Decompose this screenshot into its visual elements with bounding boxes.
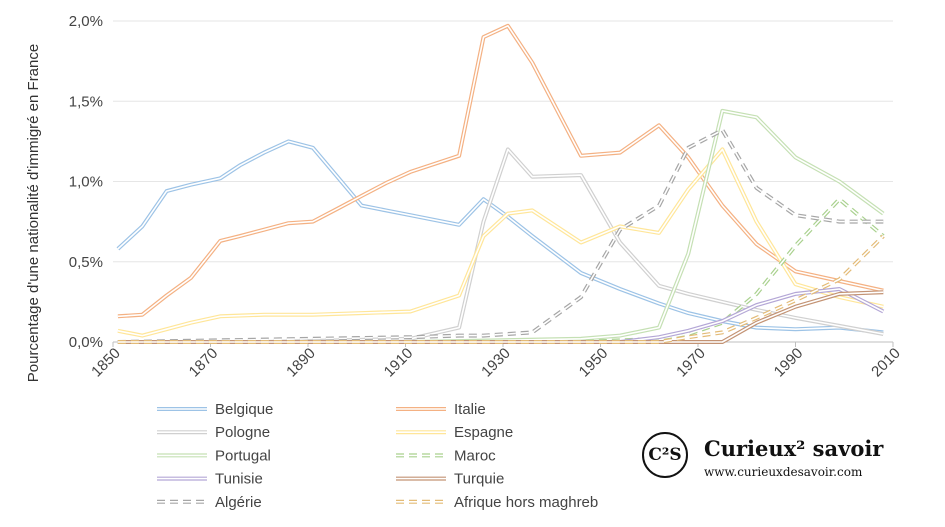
series-line-inner xyxy=(117,24,884,318)
logo-url: www.curieuxdesavoir.com xyxy=(704,465,863,479)
series-line-inner xyxy=(117,140,884,334)
x-tick-label: 1950 xyxy=(576,345,612,381)
legend-label: Afrique hors maghreb xyxy=(454,494,598,511)
series-alg-rie xyxy=(117,128,884,344)
series-line-outer xyxy=(117,147,884,338)
series-line-inner xyxy=(117,148,884,337)
x-tick-label: 1930 xyxy=(478,345,514,381)
grid-lines xyxy=(113,20,893,263)
logo-title: Curieux² savoir xyxy=(704,436,884,461)
y-tick-label: 0,5% xyxy=(69,254,103,271)
legend-label: Turquie xyxy=(454,471,504,488)
legend-label: Espagne xyxy=(454,424,513,441)
brand-logo: C²S Curieux² savoir www.curieuxdesavoir.… xyxy=(642,432,912,484)
series-line-inner xyxy=(117,291,884,343)
y-tick-label: 0,0% xyxy=(69,334,103,351)
legend-item: Italie xyxy=(396,401,486,418)
legend-label: Algérie xyxy=(215,494,262,511)
x-tick-label: 1870 xyxy=(186,345,222,381)
legend-item: Portugal xyxy=(157,447,271,464)
y-axis-label: Pourcentage d'une nationalité d'immigré … xyxy=(25,44,42,382)
x-tick-label: 2010 xyxy=(868,345,904,381)
series-espagne xyxy=(117,147,884,338)
legend-item: Espagne xyxy=(396,424,513,441)
legend-label: Portugal xyxy=(215,447,271,464)
legend-label: Tunisie xyxy=(215,471,263,488)
legend-label: Pologne xyxy=(215,424,270,441)
series-turquie xyxy=(117,290,884,344)
legend-label: Italie xyxy=(454,401,486,418)
series-line-outer xyxy=(117,108,885,344)
series-portugal xyxy=(117,108,885,344)
legend-item: Belgique xyxy=(157,401,273,418)
series-italie xyxy=(117,23,884,319)
series-line-inner xyxy=(117,129,884,343)
series-line-inner xyxy=(117,110,884,343)
tick-labels: 0,0%0,5%1,0%1,5%2,0%1850 1870 1890 1910 1930… xyxy=(69,13,904,380)
series-line-inner xyxy=(117,235,884,343)
x-tick-label: 1990 xyxy=(771,345,807,381)
legend-item: Afrique hors maghreb xyxy=(396,494,598,511)
legend-item: Algérie xyxy=(157,494,262,511)
legend-label: Maroc xyxy=(454,447,496,464)
x-tick-label: 1890 xyxy=(283,345,319,381)
legend-item: Tunisie xyxy=(157,471,263,488)
legend: Belgique Italie Pologne Espagne Portugal Maro… xyxy=(157,401,598,511)
y-tick-label: 1,0% xyxy=(69,174,103,191)
series-belgique xyxy=(116,139,884,335)
series-lines xyxy=(116,23,885,344)
x-tick-label: 1910 xyxy=(381,345,417,381)
x-tick-label: 1970 xyxy=(673,345,709,381)
legend-label: Belgique xyxy=(215,401,273,418)
series-afrique-hors-maghreb xyxy=(117,234,885,344)
logo-seal-icon: C²S xyxy=(642,432,688,478)
legend-item: Pologne xyxy=(157,424,270,441)
legend-item: Turquie xyxy=(396,471,504,488)
y-tick-label: 1,5% xyxy=(69,93,103,110)
legend-item: Maroc xyxy=(396,447,496,464)
y-tick-label: 2,0% xyxy=(69,13,103,30)
